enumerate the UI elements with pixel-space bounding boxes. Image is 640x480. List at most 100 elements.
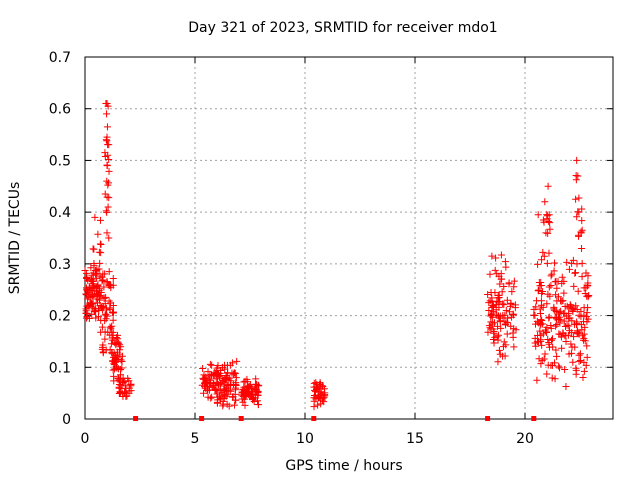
data-point bbox=[239, 398, 247, 406]
data-point bbox=[503, 296, 511, 304]
data-point bbox=[96, 216, 104, 224]
data-point bbox=[91, 213, 99, 221]
data-point bbox=[573, 327, 581, 335]
data-point bbox=[490, 329, 498, 337]
data-point bbox=[488, 298, 496, 306]
data-point bbox=[253, 380, 261, 388]
data-point bbox=[108, 349, 116, 357]
data-point bbox=[117, 356, 125, 364]
data-point bbox=[486, 270, 494, 278]
data-point bbox=[582, 269, 590, 277]
data-point bbox=[535, 338, 543, 346]
data-point bbox=[573, 305, 581, 313]
data-point bbox=[507, 322, 515, 330]
data-point bbox=[207, 394, 215, 402]
data-point bbox=[486, 297, 494, 305]
data-point bbox=[536, 327, 544, 335]
data-point bbox=[97, 240, 105, 248]
data-point bbox=[201, 374, 209, 382]
data-point bbox=[93, 299, 101, 307]
data-point bbox=[575, 357, 583, 365]
data-point bbox=[227, 377, 235, 385]
data-point bbox=[547, 321, 555, 329]
data-point bbox=[544, 290, 552, 298]
data-point bbox=[547, 281, 555, 289]
data-point bbox=[103, 177, 111, 185]
data-point bbox=[105, 156, 113, 164]
data-point bbox=[244, 385, 252, 393]
data-point bbox=[501, 352, 509, 360]
data-point bbox=[88, 303, 96, 311]
data-point bbox=[562, 323, 570, 331]
data-point bbox=[574, 287, 582, 295]
data-point bbox=[563, 302, 571, 310]
data-point bbox=[200, 375, 208, 383]
data-point bbox=[97, 316, 105, 324]
data-point bbox=[499, 343, 507, 351]
data-point bbox=[240, 383, 248, 391]
data-point bbox=[549, 335, 557, 343]
data-point bbox=[114, 335, 122, 343]
data-point bbox=[110, 377, 118, 385]
data-point bbox=[115, 339, 123, 347]
data-point bbox=[578, 326, 586, 334]
data-point bbox=[252, 375, 260, 383]
data-point bbox=[582, 361, 590, 369]
data-point bbox=[534, 211, 542, 219]
data-point bbox=[87, 276, 95, 284]
data-point bbox=[583, 318, 591, 326]
data-point bbox=[100, 283, 108, 291]
data-point bbox=[551, 259, 559, 267]
data-point bbox=[565, 265, 573, 273]
plot-frame bbox=[84, 56, 614, 420]
data-point bbox=[565, 322, 573, 330]
data-point bbox=[575, 351, 583, 359]
data-point bbox=[231, 401, 239, 409]
data-point bbox=[558, 297, 566, 305]
data-point bbox=[98, 323, 106, 331]
data-point bbox=[553, 315, 561, 323]
data-point bbox=[551, 359, 559, 367]
data-point bbox=[118, 364, 126, 372]
data-point bbox=[551, 375, 559, 383]
data-point bbox=[584, 293, 592, 301]
data-point bbox=[90, 245, 98, 253]
data-point bbox=[232, 374, 240, 382]
data-point bbox=[222, 373, 230, 381]
data-point bbox=[86, 291, 94, 299]
data-point bbox=[94, 281, 102, 289]
data-point bbox=[103, 123, 111, 131]
data-point bbox=[549, 343, 557, 351]
data-point bbox=[568, 329, 576, 337]
data-point bbox=[511, 301, 519, 309]
data-point bbox=[510, 283, 518, 291]
data-point bbox=[211, 369, 219, 377]
data-point bbox=[559, 329, 567, 337]
data-point bbox=[544, 229, 552, 237]
data-point bbox=[107, 299, 115, 307]
x-axis-label: GPS time / hours bbox=[285, 458, 402, 474]
data-point bbox=[554, 277, 562, 285]
data-point bbox=[314, 401, 322, 409]
data-point bbox=[578, 217, 586, 225]
data-point bbox=[485, 299, 493, 307]
data-point bbox=[562, 338, 570, 346]
y-tick-labels: 0 0.1 0.2 0.3 0.4 0.5 0.6 0.7 bbox=[49, 50, 71, 428]
y-tick-label: 0.7 bbox=[49, 50, 71, 66]
data-point bbox=[108, 350, 116, 358]
data-point bbox=[537, 331, 545, 339]
data-point bbox=[532, 342, 540, 350]
data-point bbox=[543, 259, 551, 267]
data-point bbox=[500, 338, 508, 346]
data-point bbox=[545, 283, 553, 291]
data-point bbox=[491, 266, 499, 274]
data-point bbox=[571, 343, 579, 351]
baseline-point bbox=[311, 416, 317, 421]
data-point bbox=[208, 383, 216, 391]
data-point bbox=[93, 282, 101, 290]
data-point bbox=[552, 346, 560, 354]
data-point bbox=[221, 391, 229, 399]
data-point bbox=[556, 364, 564, 372]
data-point bbox=[496, 280, 504, 288]
data-point bbox=[106, 346, 114, 354]
